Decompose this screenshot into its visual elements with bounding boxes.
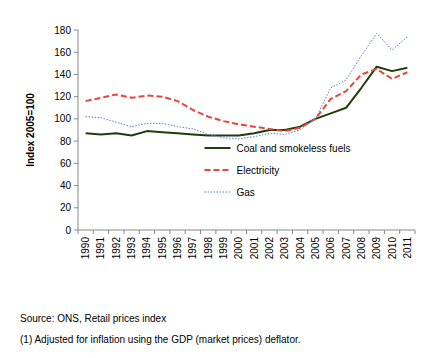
y-tick [74, 185, 78, 186]
x-tick-label: 2011 [402, 237, 413, 259]
x-tick [261, 230, 262, 234]
legend-swatch [205, 169, 231, 171]
x-tick [108, 230, 109, 234]
x-tick [292, 230, 293, 234]
x-tick-label: 1998 [203, 237, 214, 260]
x-tick-label: 1992 [111, 237, 122, 260]
x-tick-label: 1993 [126, 237, 137, 260]
y-tick [74, 74, 78, 75]
y-axis [78, 30, 79, 230]
y-tick-label: 0 [65, 225, 71, 236]
y-tick-label: 180 [54, 25, 71, 36]
y-tick-label: 120 [54, 91, 71, 102]
legend-label: Electricity [237, 165, 280, 176]
x-tick [78, 230, 79, 234]
x-tick-label: 2004 [295, 237, 306, 260]
x-tick [185, 230, 186, 234]
y-tick [74, 163, 78, 164]
x-tick-label: 1991 [95, 237, 106, 260]
x-tick-label: 2009 [371, 237, 382, 260]
x-tick [169, 230, 170, 234]
legend-swatch [205, 147, 231, 149]
y-tick-label: 80 [60, 136, 72, 147]
plot-area [86, 33, 408, 139]
legend-swatch [205, 192, 231, 193]
y-tick-label: 100 [54, 113, 71, 124]
x-tick [323, 230, 324, 234]
y-tick-label: 40 [60, 180, 72, 191]
series-line [86, 67, 408, 136]
y-tick [74, 96, 78, 97]
y-tick-label: 140 [54, 69, 71, 80]
annotation: (1) Adjusted for inflation using the GDP… [20, 334, 301, 345]
y-tick [74, 118, 78, 119]
chart: 0 20 40 60 80 100 120 140 160 180 Index 2005=100 19… [0, 0, 427, 358]
y-tick [74, 230, 78, 231]
chart-root: 0 20 40 60 80 100 120 140 160 180 Index 2005=100 19… [0, 0, 427, 358]
x-tick [338, 230, 339, 234]
x-tick [246, 230, 247, 234]
y-tick [74, 207, 78, 208]
x-tick-label: 1997 [187, 237, 198, 260]
y-axis-label: Index 2005=100 [25, 93, 36, 167]
x-tick [384, 230, 385, 234]
x-tick-label: 1990 [80, 237, 91, 260]
x-tick [139, 230, 140, 234]
y-tick-label: 20 [60, 202, 72, 213]
x-tick [369, 230, 370, 234]
x-tick-label: 2000 [233, 237, 244, 260]
x-tick [200, 230, 201, 234]
x-tick-label: 1995 [157, 237, 168, 260]
x-tick [399, 230, 400, 234]
x-tick-label: 2010 [387, 237, 398, 260]
y-tick-label: 160 [54, 47, 71, 58]
x-tick [353, 230, 354, 234]
x-tick [307, 230, 308, 234]
x-tick-label: 2002 [264, 237, 275, 260]
y-tick-label: 60 [60, 158, 72, 169]
x-tick [231, 230, 232, 234]
y-tick [74, 30, 78, 31]
series-line [86, 69, 408, 131]
y-tick [74, 141, 78, 142]
annotation: Source: ONS, Retail prices index [20, 313, 166, 324]
x-tick-label: 1999 [218, 237, 229, 260]
x-tick [277, 230, 278, 234]
x-tick-label: 2008 [356, 237, 367, 260]
x-tick-label: 2006 [325, 237, 336, 260]
legend-label: Gas [237, 187, 255, 198]
x-tick-label: 1996 [172, 237, 183, 260]
x-tick [215, 230, 216, 234]
series-line [86, 33, 408, 139]
x-tick-label: 2001 [249, 237, 260, 260]
x-tick-label: 2007 [341, 237, 352, 260]
x-tick [123, 230, 124, 234]
y-tick [74, 52, 78, 53]
x-tick [415, 230, 416, 234]
x-tick-label: 1994 [141, 237, 152, 260]
x-tick-label: 2003 [279, 237, 290, 260]
x-tick-label: 2005 [310, 237, 321, 260]
x-tick [154, 230, 155, 234]
legend-label: Coal and smokeless fuels [237, 143, 351, 154]
x-tick [93, 230, 94, 234]
